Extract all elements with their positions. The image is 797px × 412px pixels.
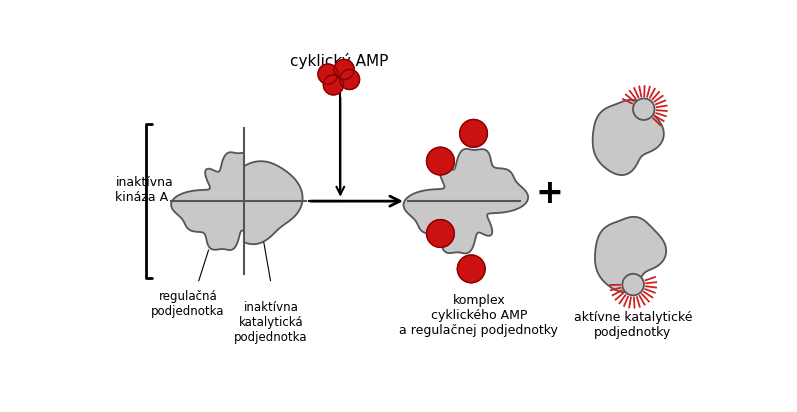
Circle shape	[622, 274, 644, 295]
Circle shape	[633, 98, 654, 120]
Text: aktívne katalytické
podjednotky: aktívne katalytické podjednotky	[574, 311, 692, 339]
Polygon shape	[403, 149, 528, 253]
Polygon shape	[171, 152, 289, 250]
Circle shape	[426, 220, 454, 247]
Bar	[102, 49, 244, 201]
Text: inaktívna
katalytická
podjednotka: inaktívna katalytická podjednotka	[234, 301, 308, 344]
Polygon shape	[595, 217, 666, 292]
Circle shape	[324, 75, 344, 95]
Circle shape	[457, 255, 485, 283]
Text: inaktívna
kináza A: inaktívna kináza A	[116, 176, 173, 204]
Circle shape	[340, 70, 359, 89]
Circle shape	[334, 59, 354, 80]
Bar	[244, 49, 716, 201]
Polygon shape	[171, 152, 289, 250]
Circle shape	[318, 64, 338, 84]
Circle shape	[426, 147, 454, 175]
Text: komplex
cyklického AMP
a regulačnej podjednotky: komplex cyklického AMP a regulačnej podj…	[399, 293, 559, 337]
Text: cyklický AMP: cyklický AMP	[289, 53, 388, 69]
Bar	[244, 201, 716, 367]
Text: +: +	[536, 177, 563, 210]
Polygon shape	[220, 161, 303, 244]
Circle shape	[460, 119, 488, 147]
Text: regulačná
podjednotka: regulačná podjednotka	[151, 290, 225, 318]
Polygon shape	[593, 100, 664, 175]
Bar	[102, 201, 244, 367]
Polygon shape	[220, 161, 303, 244]
